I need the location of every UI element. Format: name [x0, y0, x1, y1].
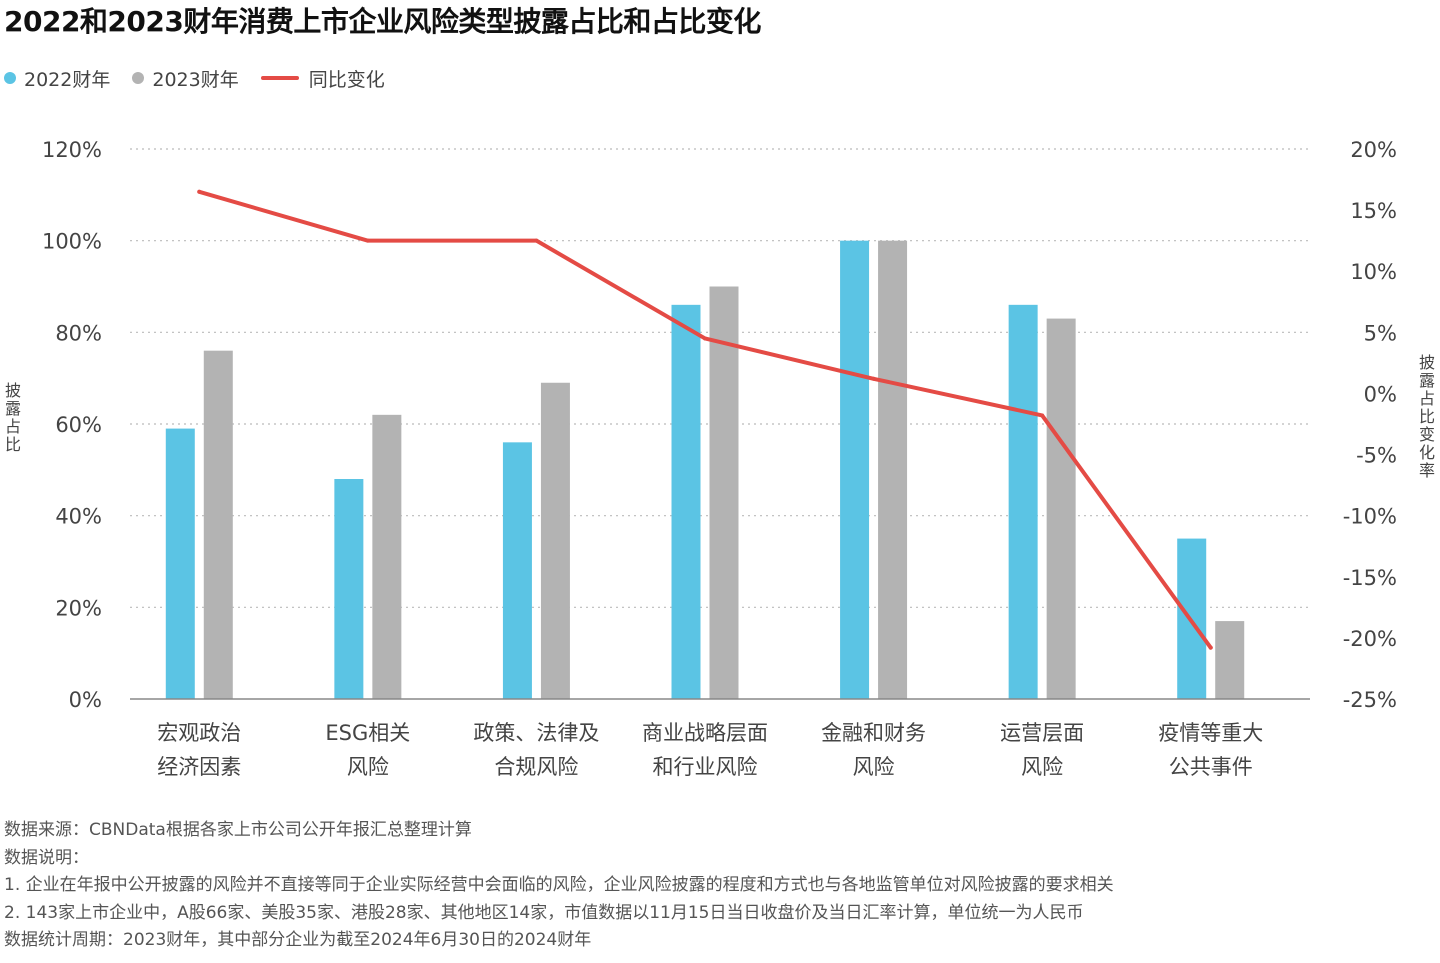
y-tick-label-4: 80% — [55, 321, 102, 345]
note-heading: 数据说明： — [4, 847, 89, 868]
y2-tick-label-3: -10% — [1343, 505, 1397, 529]
y2-tick-label-7: 10% — [1350, 260, 1397, 284]
bar-2023-3 — [709, 286, 739, 699]
x-tick-label-3-1: 和行业风险 — [653, 755, 758, 779]
y2-tick-label-1: -20% — [1343, 627, 1397, 651]
note-1: 1. 企业在年报中公开披露的风险并不直接等同于企业实际经营中会面临的风险，企业风… — [4, 875, 1114, 895]
note-period: 数据统计周期：2023财年，其中部分企业为截至2024年6月30日的2024财年 — [4, 930, 592, 950]
bar-2022-2 — [502, 442, 532, 699]
combo-chart: 0% 20% 40% 60% 80% 100% 120% -25% -20% -15% -10% -5… — [5, 138, 1435, 779]
x-tick-label-1-0: ESG相关 — [325, 721, 410, 745]
y2-tick-label-8: 15% — [1350, 199, 1397, 223]
y-tick-label-2: 40% — [55, 505, 102, 529]
footnotes: 数据来源：CBNData根据各家上市公司公开年报汇总整理计算 数据说明： 1. … — [4, 817, 1114, 955]
x-tick-label-6-1: 公共事件 — [1169, 755, 1253, 779]
bar-2022-5 — [1008, 304, 1038, 699]
bar-2023-1 — [372, 414, 402, 699]
x-tick-label-0-1: 经济因素 — [157, 755, 241, 779]
x-tick-label-2-0: 政策、法律及 — [473, 721, 599, 745]
bar-2023-6 — [1215, 621, 1245, 699]
legend-item-2022: 2022财年 — [4, 65, 110, 92]
y2-tick-label-2: -15% — [1343, 566, 1397, 590]
x-tick-label-3-0: 商业战略层面 — [642, 721, 768, 745]
bar-2022-1 — [334, 479, 364, 699]
bar-2022-3 — [671, 304, 701, 699]
chart-title: 2022和2023财年消费上市企业风险类型披露占比和占比变化 — [4, 5, 761, 38]
x-tick-label-5-1: 风险 — [1021, 755, 1063, 779]
y-tick-label-0: 0% — [69, 688, 102, 712]
legend-label-yoy: 同比变化 — [308, 68, 385, 91]
yoy-point-2 — [534, 238, 539, 243]
bar-2023-2 — [540, 382, 570, 699]
yoy-point-5 — [1040, 413, 1045, 418]
x-tick-label-0-0: 宏观政治 — [157, 721, 241, 745]
y2-tick-label-9: 20% — [1350, 138, 1397, 162]
y2-tick-label-4: -5% — [1356, 444, 1397, 468]
legend-item-2023: 2023财年 — [132, 65, 239, 92]
legend-swatch-2022 — [4, 72, 16, 84]
legend: 2022财年 2023财年 同比变化 — [4, 64, 407, 92]
yoy-point-6 — [1208, 645, 1213, 650]
bar-2022-4 — [840, 240, 870, 699]
bar-2023-4 — [878, 240, 908, 699]
yoy-point-0 — [197, 189, 202, 194]
y2-axis-title: 披露占比变化率 — [1419, 353, 1435, 480]
bar-2023-5 — [1046, 318, 1076, 699]
y-tick-label-1: 20% — [55, 596, 102, 620]
y2-tick-label-5: 0% — [1364, 382, 1397, 406]
x-tick-label-5-0: 运营层面 — [1000, 721, 1084, 745]
legend-swatch-2023 — [132, 72, 145, 84]
note-source: 数据来源：CBNData根据各家上市公司公开年报汇总整理计算 — [4, 820, 472, 840]
y-tick-label-6: 120% — [42, 138, 102, 162]
y-tick-label-5: 100% — [42, 230, 102, 254]
legend-label-2023: 2023财年 — [152, 68, 239, 91]
x-tick-label-4-0: 金融和财务 — [821, 721, 926, 745]
legend-label-2022: 2022财年 — [24, 68, 111, 91]
legend-item-yoy: 同比变化 — [260, 65, 385, 92]
x-tick-label-1-1: 风险 — [347, 755, 389, 779]
x-tick-label-6-0: 疫情等重大 — [1158, 721, 1263, 745]
bar-2022-0 — [165, 428, 195, 699]
yoy-point-1 — [365, 238, 370, 243]
y2-tick-label-6: 5% — [1364, 321, 1397, 345]
y-axis-title: 披露占比 — [5, 381, 21, 454]
legend-swatch-yoy — [260, 76, 299, 80]
yoy-point-3 — [703, 336, 707, 341]
y2-tick-label-0: -25% — [1343, 688, 1397, 712]
bar-2023-0 — [203, 350, 233, 699]
y-tick-label-3: 60% — [55, 413, 102, 437]
x-tick-label-4-1: 风险 — [853, 755, 895, 779]
yoy-point-4 — [871, 376, 876, 381]
x-tick-label-2-1: 合规风险 — [494, 755, 578, 779]
note-2: 2. 143家上市企业中，A股66家、美股35家、港股28家、其他地区14家，市… — [4, 902, 1084, 923]
